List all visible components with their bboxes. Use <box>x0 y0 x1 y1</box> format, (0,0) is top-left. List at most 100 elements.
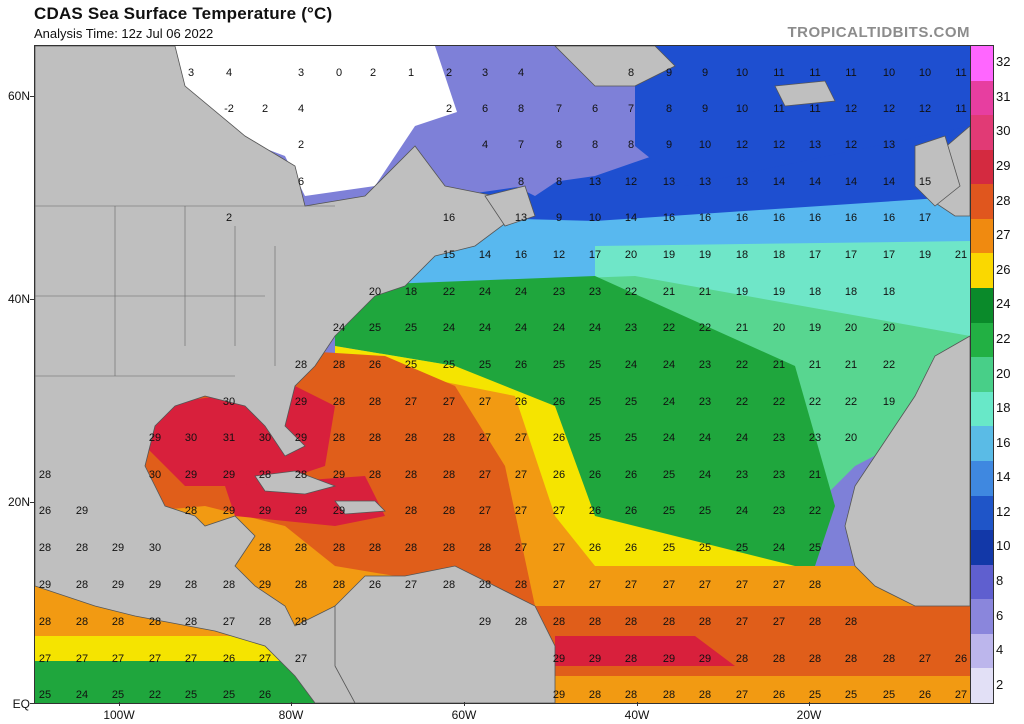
colorbar-segment <box>971 495 993 531</box>
temperature-label: 28 <box>294 469 308 481</box>
temperature-label: 27 <box>148 653 162 665</box>
temperature-label: 27 <box>772 616 786 628</box>
temperature-label: 7 <box>555 103 563 115</box>
temperature-label: 16 <box>662 212 676 224</box>
temperature-label: 29 <box>662 653 676 665</box>
temperature-label: 7 <box>517 139 525 151</box>
temperature-label: 24 <box>588 322 602 334</box>
temperature-label: 27 <box>442 396 456 408</box>
colorbar-label: 29 <box>996 158 1011 174</box>
temperature-label: 14 <box>808 176 822 188</box>
temperature-label: 30 <box>222 396 236 408</box>
temperature-label: 26 <box>954 653 968 665</box>
temperature-label: 24 <box>772 542 786 554</box>
temperature-label: 25 <box>404 359 418 371</box>
temperature-label: 28 <box>662 616 676 628</box>
temperature-label: 26 <box>514 396 528 408</box>
temperature-label: 23 <box>698 396 712 408</box>
temperature-label: 27 <box>514 432 528 444</box>
temperature-label: 22 <box>772 396 786 408</box>
temperature-label: 18 <box>735 249 749 261</box>
temperature-label: 29 <box>478 616 492 628</box>
temperature-label: 19 <box>808 322 822 334</box>
temperature-label: 18 <box>844 286 858 298</box>
temperature-label: 26 <box>588 542 602 554</box>
temperature-label: 23 <box>772 505 786 517</box>
temperature-label: 30 <box>184 432 198 444</box>
lat-tick-eq <box>30 703 34 704</box>
temperature-label: 29 <box>588 653 602 665</box>
temperature-label: 28 <box>442 542 456 554</box>
temperature-label: 9 <box>665 67 673 79</box>
colorbar-segment <box>971 460 993 497</box>
temperature-label: 26 <box>772 689 786 701</box>
temperature-label: 24 <box>442 322 456 334</box>
temperature-label: 12 <box>552 249 566 261</box>
colorbar-label: 18 <box>996 400 1011 416</box>
temperature-label: 13 <box>735 176 749 188</box>
temperature-label: 24 <box>514 322 528 334</box>
temperature-label: 24 <box>698 432 712 444</box>
temperature-label: 29 <box>552 689 566 701</box>
temperature-label: 27 <box>698 579 712 591</box>
sst-map-canvas <box>35 46 970 703</box>
colorbar-label: 16 <box>996 434 1011 450</box>
temperature-label: 28 <box>332 396 346 408</box>
temperature-label: 24 <box>698 469 712 481</box>
temperature-label: 17 <box>844 249 858 261</box>
colorbar-segment <box>971 633 993 669</box>
land-cuba <box>254 470 337 495</box>
temperature-label: 25 <box>808 542 822 554</box>
temperature-label: 29 <box>222 505 236 517</box>
temperature-label: 14 <box>844 176 858 188</box>
temperature-label: 25 <box>588 432 602 444</box>
temperature-label: 29 <box>148 432 162 444</box>
colorbar-label: 14 <box>996 469 1011 485</box>
land-newfoundland <box>484 185 536 227</box>
temperature-label: 29 <box>294 505 308 517</box>
temperature-label: 4 <box>297 103 305 115</box>
temperature-label: 11 <box>809 67 821 79</box>
temperature-label: 6 <box>297 176 305 188</box>
temperature-label: 23 <box>772 432 786 444</box>
temperature-label: 31 <box>222 432 236 444</box>
temperature-label: 23 <box>552 286 566 298</box>
temperature-label: 25 <box>698 542 712 554</box>
temperature-label: 29 <box>294 396 308 408</box>
temperature-label: 20 <box>368 286 382 298</box>
temperature-label: 28 <box>588 616 602 628</box>
temperature-label: 25 <box>404 322 418 334</box>
lon-tick-80w <box>291 702 292 706</box>
temperature-label: 27 <box>404 579 418 591</box>
brand-watermark: TROPICALTIDBITS.COM <box>787 24 970 41</box>
sst-band-pacific-green <box>35 661 315 703</box>
temperature-label: 28 <box>442 505 456 517</box>
temperature-label: 21 <box>954 249 968 261</box>
temperature-label: 28 <box>184 616 198 628</box>
temperature-label: 18 <box>808 286 822 298</box>
temperature-label: 10 <box>735 103 749 115</box>
temperature-label: 10 <box>918 67 932 79</box>
temperature-label: 4 <box>225 67 233 79</box>
temperature-label: 3 <box>187 67 195 79</box>
temperature-label: 21 <box>808 469 822 481</box>
temperature-label: 22 <box>735 396 749 408</box>
temperature-label: 28 <box>624 616 638 628</box>
temperature-label: 28 <box>478 542 492 554</box>
land-greenland <box>554 46 676 87</box>
temperature-label: 12 <box>918 103 932 115</box>
temperature-label: 10 <box>735 67 749 79</box>
temperature-label: 8 <box>591 139 599 151</box>
colorbar-label: 32 <box>996 54 1011 70</box>
temperature-label: 28 <box>478 579 492 591</box>
colorbar-segment <box>971 426 993 462</box>
temperature-label: 9 <box>665 139 673 151</box>
temperature-label: 28 <box>38 616 52 628</box>
temperature-label: 21 <box>735 322 749 334</box>
colorbar-segment <box>971 668 993 704</box>
temperature-label: 12 <box>882 103 896 115</box>
temperature-label: 16 <box>735 212 749 224</box>
temperature-label: 2 <box>369 67 377 79</box>
lon-label-60w: 60W <box>451 708 477 722</box>
temperature-label: 28 <box>294 359 308 371</box>
